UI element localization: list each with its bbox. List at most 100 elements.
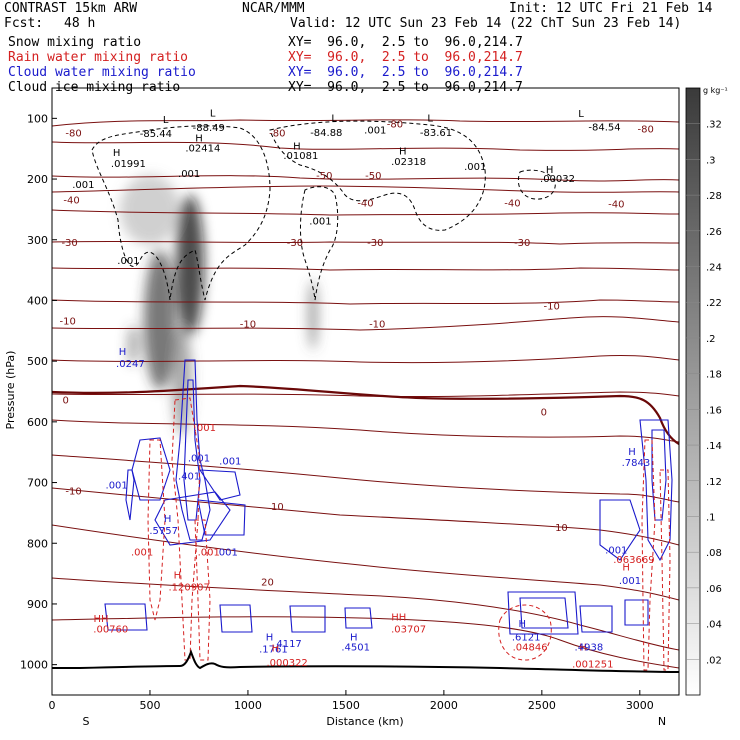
extremum-label: HH (93, 614, 108, 625)
extremum-label: H (628, 447, 636, 458)
colorbar-tick-label: .06 (706, 584, 722, 595)
rain-main-2 (147, 439, 166, 621)
snow-upper-plume (120, 175, 180, 245)
y-axis-title: Pressure (hPa) (4, 351, 17, 430)
colorbar-ticks: .32 .3 .28 .26 .24 .22 .2 .18 .16 .14 .12 .1 .08 .06.… (706, 120, 722, 667)
colorbar-tick-label: .1 (706, 512, 716, 523)
extremum-label: H (195, 133, 203, 144)
isotherm-label: -10 (369, 320, 385, 331)
colorbar-tick-label: .2 (706, 334, 716, 345)
isotherm-label: -30 (514, 238, 530, 249)
snow-shading (120, 175, 318, 435)
isotherm-label: -10 (543, 302, 559, 313)
extremum-label: .001 (309, 217, 331, 228)
extremum-label: .001 (188, 453, 210, 464)
rain-east-1 (641, 439, 656, 671)
extremum-label: L (331, 113, 337, 124)
extremum-label: H (399, 147, 407, 158)
field-name-snow: Snow mixing ratio (8, 35, 142, 50)
isotherm-label: 20 (261, 578, 274, 589)
plot-area (52, 119, 679, 673)
extremum-label: .001251 (572, 660, 613, 671)
x-tick-label: 1000 (234, 699, 262, 712)
cloud-ice-west (91, 125, 271, 301)
isotherm-label: -40 (63, 195, 79, 206)
cloud-water-east-2 (651, 429, 667, 521)
extremum-label: .01991 (111, 159, 146, 170)
isotherm-40 (52, 209, 679, 216)
y-tick-label: 400 (27, 294, 48, 307)
y-tick-label: 800 (27, 537, 48, 550)
isotherm-50 (52, 185, 679, 193)
colorbar-steps (686, 123, 700, 660)
field-xy-rain: XY= 96.0, 2.5 to 96.0,214.7 (288, 50, 523, 65)
x-axis-title: Distance (km) (326, 715, 403, 728)
isotherm-label: -30 (61, 238, 77, 249)
colorbar-tick-label: .14 (706, 441, 722, 452)
cloud-ice-top (269, 120, 486, 231)
south-endpoint: S (83, 715, 90, 728)
extremum-label: -84.88 (310, 128, 342, 139)
colorbar-tick-label: .02 (706, 655, 722, 666)
isotherm-label: -50 (316, 171, 332, 182)
y-tick-label: 900 (27, 598, 48, 611)
isotherm-label: 10 (555, 523, 568, 534)
cloud-water-low-1 (104, 603, 148, 631)
isotherm-10n (52, 316, 679, 331)
extremum-label: H (622, 563, 630, 574)
extremum-label: .120907 (168, 583, 209, 594)
y-tick-label: 500 (27, 355, 48, 368)
y-tick-label: 700 (27, 477, 48, 490)
extremum-label: .001 (194, 423, 216, 434)
cloud-water-low-4 (344, 607, 373, 629)
y-tick-label: 200 (27, 173, 48, 186)
cloud-ice-2500 (517, 169, 556, 200)
colorbar-tick-label: .22 (706, 298, 722, 309)
extremum-label: .001 (219, 456, 241, 467)
extremum-label: .00760 (93, 624, 128, 635)
valid-time: Valid: 12 UTC Sun 23 Feb 14 (22 ChT Sun … (290, 16, 682, 31)
extremum-label: 001 (219, 547, 238, 558)
cloud-water-low-6 (519, 597, 569, 629)
isotherm-label: -80 (269, 129, 285, 140)
snow-patch-400 (128, 325, 138, 365)
extremum-label: -84.54 (588, 122, 620, 133)
isotherm-60 (52, 175, 679, 182)
y-tick-label: 600 (27, 416, 48, 429)
extremum-label: .02318 (391, 157, 426, 168)
extremum-label: H (272, 643, 280, 654)
extremum-label: .001 (605, 546, 627, 557)
cloud-water-main-1 (175, 359, 211, 541)
isotherm-label: 0 (63, 396, 69, 407)
isotherm-10p (52, 454, 679, 503)
extremum-label: .401 (178, 471, 200, 482)
y-tick-label: 1000 (20, 659, 48, 672)
isotherms (52, 119, 679, 669)
colorbar-tick-label: .04 (706, 620, 722, 631)
isotherm-label: 0 (541, 408, 547, 419)
extremum-label: -83.61 (420, 128, 452, 139)
extremum-label: HH (391, 612, 406, 623)
field-xy-cloud-water: XY= 96.0, 2.5 to 96.0,214.7 (288, 65, 523, 80)
isotherm-30 (52, 240, 679, 245)
freezing-level (52, 384, 679, 445)
isotherm-80 (52, 119, 679, 127)
colorbar: g kg⁻¹ .32 .3 .28 .26 .24 .22 .2 .18 .16 .14 .12 .1… (685, 86, 728, 696)
cloud-water-low-2 (219, 604, 253, 633)
colorbar-tick-label: .3 (706, 155, 716, 166)
isotherm-15p (52, 487, 679, 546)
extremum-label: .001 (364, 125, 386, 136)
extremum-label: L (163, 115, 169, 126)
cloud-water-east-1 (639, 419, 673, 562)
x-tick-label: 3000 (626, 699, 654, 712)
extremum-label: L (210, 108, 216, 119)
extremum-label: L (427, 113, 433, 124)
rain-east-2 (659, 469, 671, 671)
isotherm-label: -80 (65, 129, 81, 140)
extremum-label: .6121 (512, 632, 541, 643)
extremum-label: H (266, 632, 274, 643)
extremum-label: .02414 (185, 144, 220, 155)
isotherm-label: 10 (271, 502, 284, 513)
extremum-label: .01081 (283, 151, 318, 162)
